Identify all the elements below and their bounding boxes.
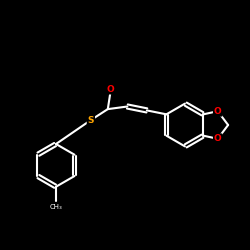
Text: O: O [214,107,222,116]
Text: S: S [88,116,94,124]
Text: O: O [106,84,114,94]
Text: O: O [214,134,222,143]
Text: CH₃: CH₃ [50,204,62,210]
